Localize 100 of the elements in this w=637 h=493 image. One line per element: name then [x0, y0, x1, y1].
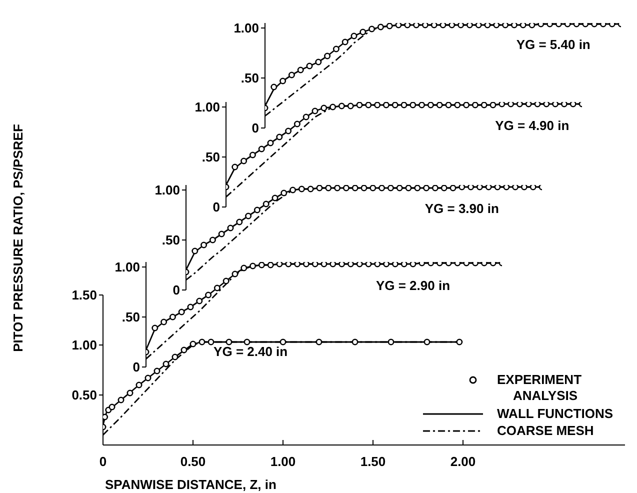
point: [520, 185, 528, 190]
point: [386, 23, 393, 30]
point: [458, 23, 464, 28]
point: [352, 338, 358, 346]
annotation: YG = 2.90 in: [374, 278, 452, 293]
y-tick-label: .50: [162, 232, 180, 248]
point: [240, 264, 248, 272]
point: [498, 102, 506, 108]
point: [244, 338, 250, 346]
point: [392, 102, 398, 108]
point: [388, 338, 394, 346]
point: [352, 185, 358, 192]
point: [418, 102, 426, 108]
point: [552, 102, 559, 108]
point: [534, 102, 541, 108]
y-tick-label: 0: [212, 200, 220, 215]
y-tick-label: 0: [132, 360, 140, 375]
y-tick-label: 1.00: [154, 182, 180, 198]
point: [152, 324, 158, 332]
annotation: YG = 3.90 in: [424, 201, 500, 216]
point: [450, 185, 456, 192]
point: [378, 185, 386, 192]
point: [280, 78, 286, 84]
y-tick-label: 1.00: [234, 20, 259, 36]
point: [395, 23, 402, 28]
point: [383, 262, 390, 268]
point: [267, 140, 274, 146]
point: [180, 346, 188, 354]
point: [387, 185, 394, 192]
x-tick-label: 1.00: [270, 454, 296, 469]
point: [338, 102, 345, 110]
y-tick-label: 0: [252, 120, 259, 136]
point: [440, 23, 446, 28]
point: [320, 104, 328, 112]
point: [285, 128, 292, 134]
point: [356, 102, 363, 108]
point: [476, 185, 483, 190]
point: [440, 185, 448, 192]
point: [347, 262, 354, 268]
point: [392, 262, 398, 268]
point: [169, 314, 176, 320]
point: [294, 262, 301, 268]
point: [365, 262, 372, 268]
x-axis-title: SPANWISE DISTANCE, Z, in: [105, 477, 276, 492]
point: [560, 102, 568, 108]
point: [356, 262, 363, 268]
point: [245, 212, 252, 220]
point: [226, 338, 232, 346]
point: [413, 23, 420, 28]
point: [324, 52, 331, 60]
point: [468, 185, 474, 190]
y-tick-label: 1.00: [72, 338, 97, 353]
y-tick-label: 1.50: [72, 288, 97, 303]
point: [332, 46, 340, 52]
point: [543, 102, 550, 108]
y-tick-label: .50: [122, 310, 140, 325]
point: [288, 72, 295, 78]
point: [302, 114, 310, 120]
point: [490, 102, 496, 108]
point: [448, 23, 456, 28]
point: [400, 262, 408, 268]
y-axis-title: PITOT PRESSURE RATIO, PS/PSREF: [10, 124, 26, 352]
point: [516, 102, 523, 108]
point: [365, 102, 372, 108]
point: [280, 190, 288, 196]
point: [227, 224, 234, 232]
point: [262, 200, 270, 208]
point: [342, 185, 350, 192]
point: [240, 158, 248, 164]
point: [172, 354, 178, 360]
point: [430, 23, 438, 28]
y-tick-label: 1.00: [114, 260, 140, 275]
point: [126, 390, 134, 396]
point: [445, 102, 452, 108]
point: [232, 270, 238, 278]
point: [144, 374, 152, 382]
x-tick-label: 0: [99, 454, 107, 469]
point: [208, 338, 214, 346]
y-tick-label: .50: [240, 70, 259, 86]
point: [427, 102, 434, 108]
point: [316, 338, 322, 346]
point: [302, 262, 310, 268]
point: [330, 262, 336, 268]
point: [214, 284, 220, 292]
point: [503, 185, 510, 190]
point: [484, 23, 491, 28]
point: [108, 404, 116, 410]
x-tick-label: 1.50: [360, 454, 386, 469]
point: [424, 338, 430, 346]
point: [480, 102, 488, 108]
point: [258, 146, 265, 152]
point: [382, 102, 390, 108]
point: [306, 62, 313, 70]
point: [187, 304, 194, 310]
point: [276, 134, 283, 140]
point: [404, 23, 411, 28]
point: [298, 186, 305, 192]
point: [334, 185, 341, 192]
point: [377, 24, 384, 30]
point: [456, 338, 463, 346]
